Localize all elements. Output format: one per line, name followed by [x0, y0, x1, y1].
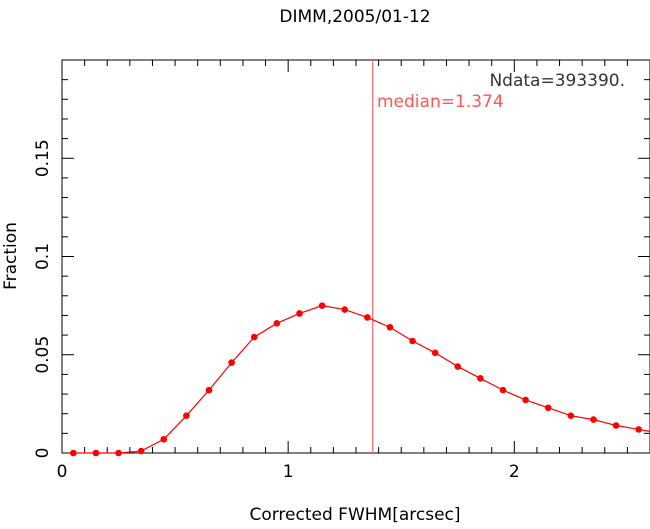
data-point [296, 310, 303, 317]
x-axis-label: Corrected FWHM[arcsec] [249, 505, 460, 525]
x-tick-label: 0 [57, 462, 68, 482]
data-point [499, 386, 507, 394]
y-tick-label: 0.05 [33, 336, 53, 374]
data-point [115, 449, 122, 457]
data-point [228, 359, 235, 366]
data-point [409, 337, 416, 345]
y-tick-label: 0 [33, 448, 53, 459]
data-point [590, 416, 597, 423]
data-point [137, 447, 145, 455]
x-tick-label: 1 [283, 462, 294, 482]
data-series [70, 302, 650, 457]
y-tick-label: 0.15 [33, 139, 53, 177]
x-axis-ticks: 0 1 2 [57, 60, 650, 482]
data-point [477, 375, 484, 382]
data-point [318, 302, 326, 309]
data-point [205, 386, 213, 394]
y-tick-label: 0.1 [33, 243, 53, 270]
median-annotation: median=1.374 [377, 92, 504, 112]
data-point [92, 449, 100, 457]
x-tick-label: 2 [509, 462, 520, 482]
data-point [160, 435, 168, 443]
plot-frame [61, 59, 650, 454]
data-point [341, 306, 348, 313]
data-point [250, 333, 258, 341]
data-point [183, 412, 190, 419]
data-point [364, 314, 371, 321]
ndata-annotation: Ndata=393390. [489, 71, 625, 91]
y-axis-label: Fraction [1, 222, 21, 290]
data-point [567, 412, 575, 419]
data-point [522, 396, 529, 404]
data-point [273, 320, 281, 327]
data-point [70, 449, 77, 457]
data-point [454, 363, 462, 370]
chart-title: DIMM,2005/01-12 [279, 7, 430, 27]
data-point [386, 323, 394, 331]
y-axis-ticks: 0 0.05 0.1 0.15 [33, 59, 650, 459]
data-point [431, 349, 439, 357]
series-line [73, 305, 650, 454]
data-point [544, 404, 552, 412]
data-point [635, 426, 642, 433]
data-point [612, 422, 620, 429]
